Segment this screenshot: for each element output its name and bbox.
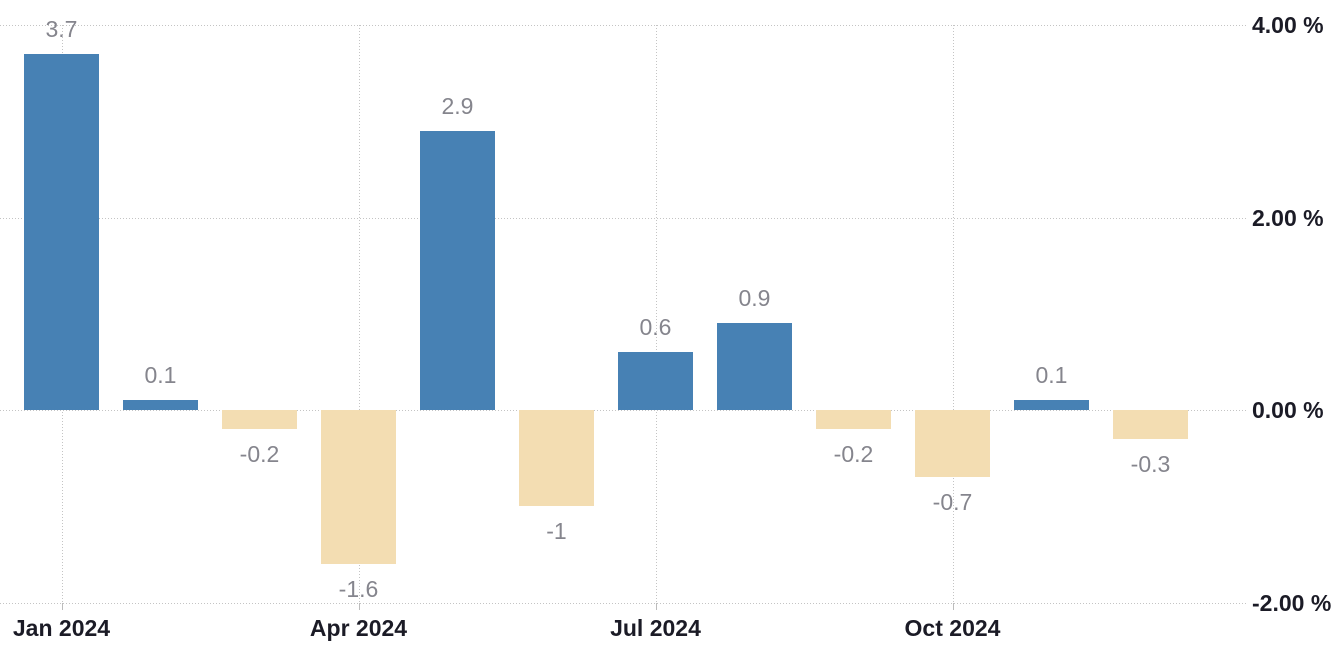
bar[interactable] bbox=[222, 410, 297, 430]
x-tick-label: Jan 2024 bbox=[12, 615, 111, 641]
bar-value-label: 0.6 bbox=[639, 314, 672, 341]
y-tick-label: 0.00 % bbox=[1252, 397, 1324, 423]
bar-value-label: 0.1 bbox=[1035, 362, 1068, 389]
bar[interactable] bbox=[321, 410, 396, 564]
x-tick-mark bbox=[953, 602, 954, 610]
bar[interactable] bbox=[24, 53, 99, 410]
bar-value-label: -1.6 bbox=[338, 576, 379, 602]
y-tick-label: -2.00 % bbox=[1252, 589, 1332, 616]
bar-value-label: 0.9 bbox=[738, 285, 771, 312]
bar[interactable] bbox=[717, 323, 792, 410]
bar-value-label: -0.2 bbox=[239, 441, 280, 468]
h-gridline bbox=[0, 217, 1246, 219]
bar-value-label: -0.3 bbox=[1130, 450, 1171, 477]
bar[interactable] bbox=[618, 352, 693, 410]
x-tick-mark bbox=[656, 602, 657, 610]
bar-value-label: 0.1 bbox=[144, 362, 177, 389]
bar[interactable] bbox=[123, 400, 198, 410]
v-gridline bbox=[953, 25, 954, 603]
v-gridline bbox=[656, 25, 657, 603]
bar-value-label: 2.9 bbox=[441, 92, 474, 119]
x-tick-label: Jul 2024 bbox=[610, 615, 701, 641]
bar[interactable] bbox=[816, 410, 891, 430]
bar[interactable] bbox=[519, 410, 594, 507]
bar-value-label: -0.7 bbox=[932, 489, 973, 516]
bar[interactable] bbox=[420, 130, 495, 410]
y-tick-label: 4.00 % bbox=[1252, 12, 1324, 38]
x-tick-label: Oct 2024 bbox=[904, 615, 1001, 641]
x-tick-label: Apr 2024 bbox=[309, 615, 408, 641]
bar-value-label: -1 bbox=[546, 518, 567, 545]
bar-value-label: -0.2 bbox=[833, 441, 874, 468]
h-gridline bbox=[0, 602, 1246, 604]
bar-value-label: 3.7 bbox=[45, 15, 78, 42]
v-gridline bbox=[359, 25, 360, 603]
h-gridline bbox=[0, 25, 1246, 26]
bar[interactable] bbox=[1113, 410, 1188, 439]
h-gridline bbox=[0, 410, 1246, 411]
x-tick-mark bbox=[62, 602, 63, 610]
x-tick-mark bbox=[359, 602, 360, 610]
bar[interactable] bbox=[1014, 400, 1089, 410]
bar[interactable] bbox=[915, 410, 990, 478]
y-tick-label: 2.00 % bbox=[1252, 204, 1324, 231]
